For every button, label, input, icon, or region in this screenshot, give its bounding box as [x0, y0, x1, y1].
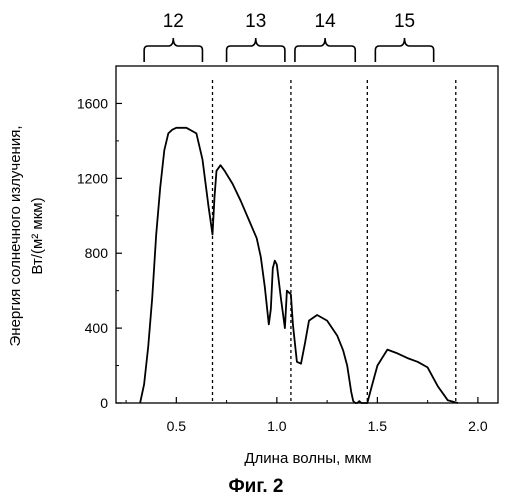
region-bracket: [144, 38, 202, 62]
x-tick-label: 1.0: [267, 418, 287, 434]
x-tick-label: 0.5: [167, 418, 187, 434]
region-label: 12: [163, 11, 184, 32]
x-tick-label: 2.0: [468, 418, 488, 434]
region-bracket: [295, 38, 355, 62]
region-label: 14: [315, 11, 337, 32]
x-tick-label: 1.5: [368, 418, 388, 434]
y-tick-label: 1200: [77, 170, 108, 186]
y-tick-label: 400: [85, 320, 109, 336]
figure-caption: Фиг. 2: [228, 476, 283, 497]
y-axis-title-line1: Энергия солнечного излучения,: [7, 126, 24, 347]
region-bracket: [375, 38, 433, 62]
region-label: 15: [394, 11, 415, 32]
plot-frame: [116, 66, 498, 403]
region-dividers: [213, 80, 456, 403]
y-tick-label: 0: [100, 395, 108, 411]
region-label: 13: [245, 11, 266, 32]
y-tick-label: 1600: [77, 95, 108, 111]
y-axis: 0 400 800 1200 1600: [77, 95, 122, 411]
plot-area: [116, 66, 498, 403]
spectrum-line: [140, 128, 458, 403]
region-brackets: 12 13 14 15: [144, 11, 434, 62]
y-tick-label: 800: [85, 245, 109, 261]
region-bracket: [227, 38, 285, 62]
x-axis-title: Длина волны, мкм: [244, 450, 371, 467]
y-axis-title-line2: Вт/(м² мкм): [29, 197, 46, 274]
